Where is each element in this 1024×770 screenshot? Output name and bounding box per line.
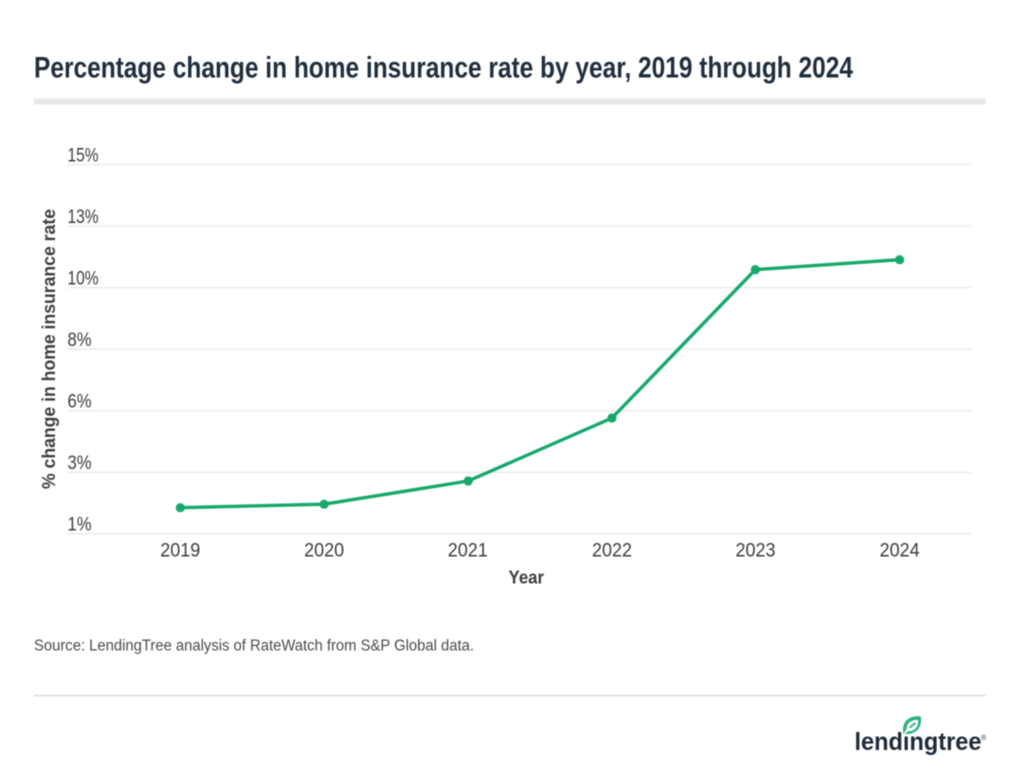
svg-text:Percentage change in home insu: Percentage change in home insurance rate…	[34, 52, 853, 85]
svg-text:®: ®	[981, 734, 987, 742]
svg-text:6%: 6%	[68, 391, 92, 413]
svg-text:8%: 8%	[68, 329, 92, 351]
svg-text:% change in home insurance rat: % change in home insurance rate	[39, 209, 59, 489]
svg-text:2022: 2022	[592, 540, 632, 562]
svg-text:2019: 2019	[160, 540, 200, 562]
svg-text:10%: 10%	[68, 268, 99, 290]
svg-text:Year: Year	[509, 567, 545, 587]
svg-text:2021: 2021	[448, 540, 488, 562]
svg-text:3%: 3%	[68, 452, 92, 474]
svg-text:2020: 2020	[304, 540, 344, 562]
svg-text:13%: 13%	[68, 206, 99, 228]
svg-text:15%: 15%	[68, 144, 99, 166]
svg-text:2023: 2023	[736, 540, 776, 562]
svg-text:2024: 2024	[880, 540, 920, 562]
svg-text:1%: 1%	[68, 514, 92, 536]
svg-text:Source: LendingTree analysis o: Source: LendingTree analysis of RateWatc…	[34, 637, 474, 654]
svg-text:lendıngtree: lendıngtree	[855, 728, 982, 756]
